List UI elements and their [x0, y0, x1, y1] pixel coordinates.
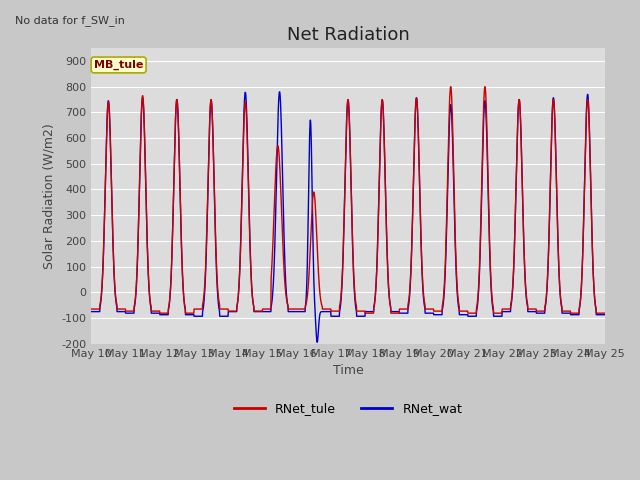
Legend: RNet_tule, RNet_wat: RNet_tule, RNet_wat: [229, 397, 467, 420]
Text: No data for f_SW_in: No data for f_SW_in: [15, 15, 125, 26]
Text: MB_tule: MB_tule: [94, 60, 143, 70]
Y-axis label: Solar Radiation (W/m2): Solar Radiation (W/m2): [43, 123, 56, 269]
X-axis label: Time: Time: [333, 364, 364, 377]
Title: Net Radiation: Net Radiation: [287, 25, 410, 44]
